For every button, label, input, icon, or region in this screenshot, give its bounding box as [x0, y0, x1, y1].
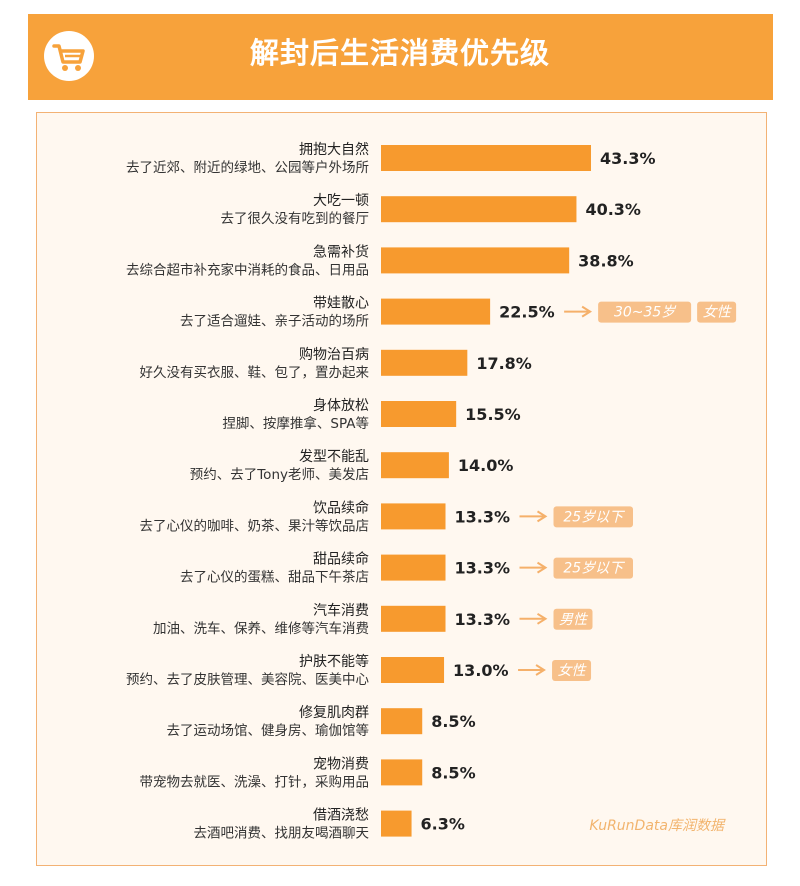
page-title: 解封后生活消费优先级 [249, 36, 550, 70]
shopping-cart-icon [52, 44, 85, 71]
tag-badge [697, 301, 737, 323]
bar [381, 605, 446, 632]
arrow-head [536, 561, 548, 574]
arrow-head [535, 664, 546, 676]
value-label: 13.3% [455, 559, 511, 578]
bar [381, 196, 577, 223]
value-label: 8.5% [431, 712, 475, 731]
bar [381, 657, 445, 683]
category-name: 身体放松 [313, 398, 369, 414]
value-label: 6.3% [421, 815, 465, 834]
category-desc: 好久没有买衣服、鞋、包了，置办起来 [140, 365, 370, 381]
category-desc: 去了适合遛娃、亲子活动的场所 [180, 314, 369, 330]
bar [381, 708, 423, 735]
category-name: 护肤不能等 [299, 653, 369, 670]
category-name: 修复肌肉群 [299, 704, 369, 721]
value-label: 22.5% [499, 303, 555, 322]
category-name: 急需补货 [313, 243, 369, 260]
category-name: 大吃一顿 [313, 193, 369, 209]
category-desc: 去了心仪的蛋糕、甜品下午茶店 [180, 570, 369, 586]
bar [381, 298, 491, 325]
value-label: 8.5% [431, 763, 475, 782]
category-name: 借酒浇愁 [313, 808, 369, 824]
value-label: 15.5% [465, 405, 521, 424]
bar [381, 759, 423, 786]
value-label: 13.3% [455, 610, 511, 629]
bar [381, 452, 449, 479]
arrow-head [536, 510, 548, 523]
bar [381, 349, 468, 376]
category-name: 带娃散心 [313, 296, 369, 312]
tag-badge [553, 608, 593, 630]
value-label: 13.0% [453, 661, 509, 680]
tag-label: 女性 [558, 663, 588, 679]
category-desc: 去了运动场馆、健身房、瑜伽馆等 [167, 722, 370, 739]
cart-badge [44, 31, 94, 81]
bar [381, 247, 570, 274]
category-desc: 去综合超市补充家中消耗的食品、日用品 [126, 261, 369, 278]
category-name: 饮品续命 [313, 499, 369, 516]
bar [381, 503, 446, 530]
category-name: 汽车消费 [313, 602, 369, 619]
tag-label: 男性 [559, 612, 589, 628]
tag-label: 25岁以下 [563, 561, 625, 577]
chart-panel: 拥抱大自然 去了近郊、附近的绿地、公园等户外场所 43.3% 大吃一顿去了很久没有吃到… [36, 112, 767, 866]
category-name: 拥抱大自然 [299, 141, 369, 158]
bar [381, 554, 446, 581]
category-desc: 捏脚、按摩推拿、SPA等 [222, 415, 369, 432]
value-label: 13.3% [455, 507, 511, 526]
tag-badge [552, 660, 592, 681]
value-label: 43.3% [600, 149, 656, 168]
arrow-head [536, 612, 548, 625]
tag-label: 30~35岁 [614, 305, 677, 321]
arrow-head [581, 305, 593, 318]
category-desc: 预约、去了Tony老师、美发店 [190, 467, 369, 483]
category-name: 宠物消费 [313, 756, 369, 772]
value-label: 17.8% [476, 354, 532, 373]
value-label: 40.3% [585, 200, 641, 219]
header-banner [28, 14, 773, 100]
category-desc: 去了心仪的咖啡、奶茶、果汁等饮品店 [140, 517, 370, 534]
category-desc: 去了很久没有吃到的餐厅 [221, 211, 370, 227]
category-desc: 加油、洗车、保养、维修等汽车消费 [153, 620, 369, 637]
category-desc: 预约、去了皮肤管理、美容院、医美中心 [126, 671, 369, 688]
bar [381, 810, 412, 837]
watermark: KuRunData库润数据 [589, 818, 724, 834]
bar [381, 145, 592, 171]
category-desc: 带宠物去就医、洗澡、打针，采购用品 [140, 773, 370, 790]
tag-badge [553, 557, 634, 579]
bar [381, 401, 457, 427]
tag-label: 25岁以下 [563, 509, 625, 525]
category-name: 发型不能乱 [299, 449, 369, 465]
tag-badge [553, 506, 634, 528]
category-name: 甜品续命 [313, 551, 369, 568]
tag-badge [598, 301, 692, 323]
category-desc: 去酒吧消费、找朋友喝酒聊天 [194, 826, 370, 842]
value-label: 38.8% [578, 251, 634, 270]
value-label: 14.0% [458, 456, 514, 475]
category-desc: 去了近郊、附近的绿地、公园等户外场所 [126, 159, 369, 176]
tag-label: 女性 [703, 305, 733, 321]
category-name: 购物治百病 [299, 347, 369, 363]
